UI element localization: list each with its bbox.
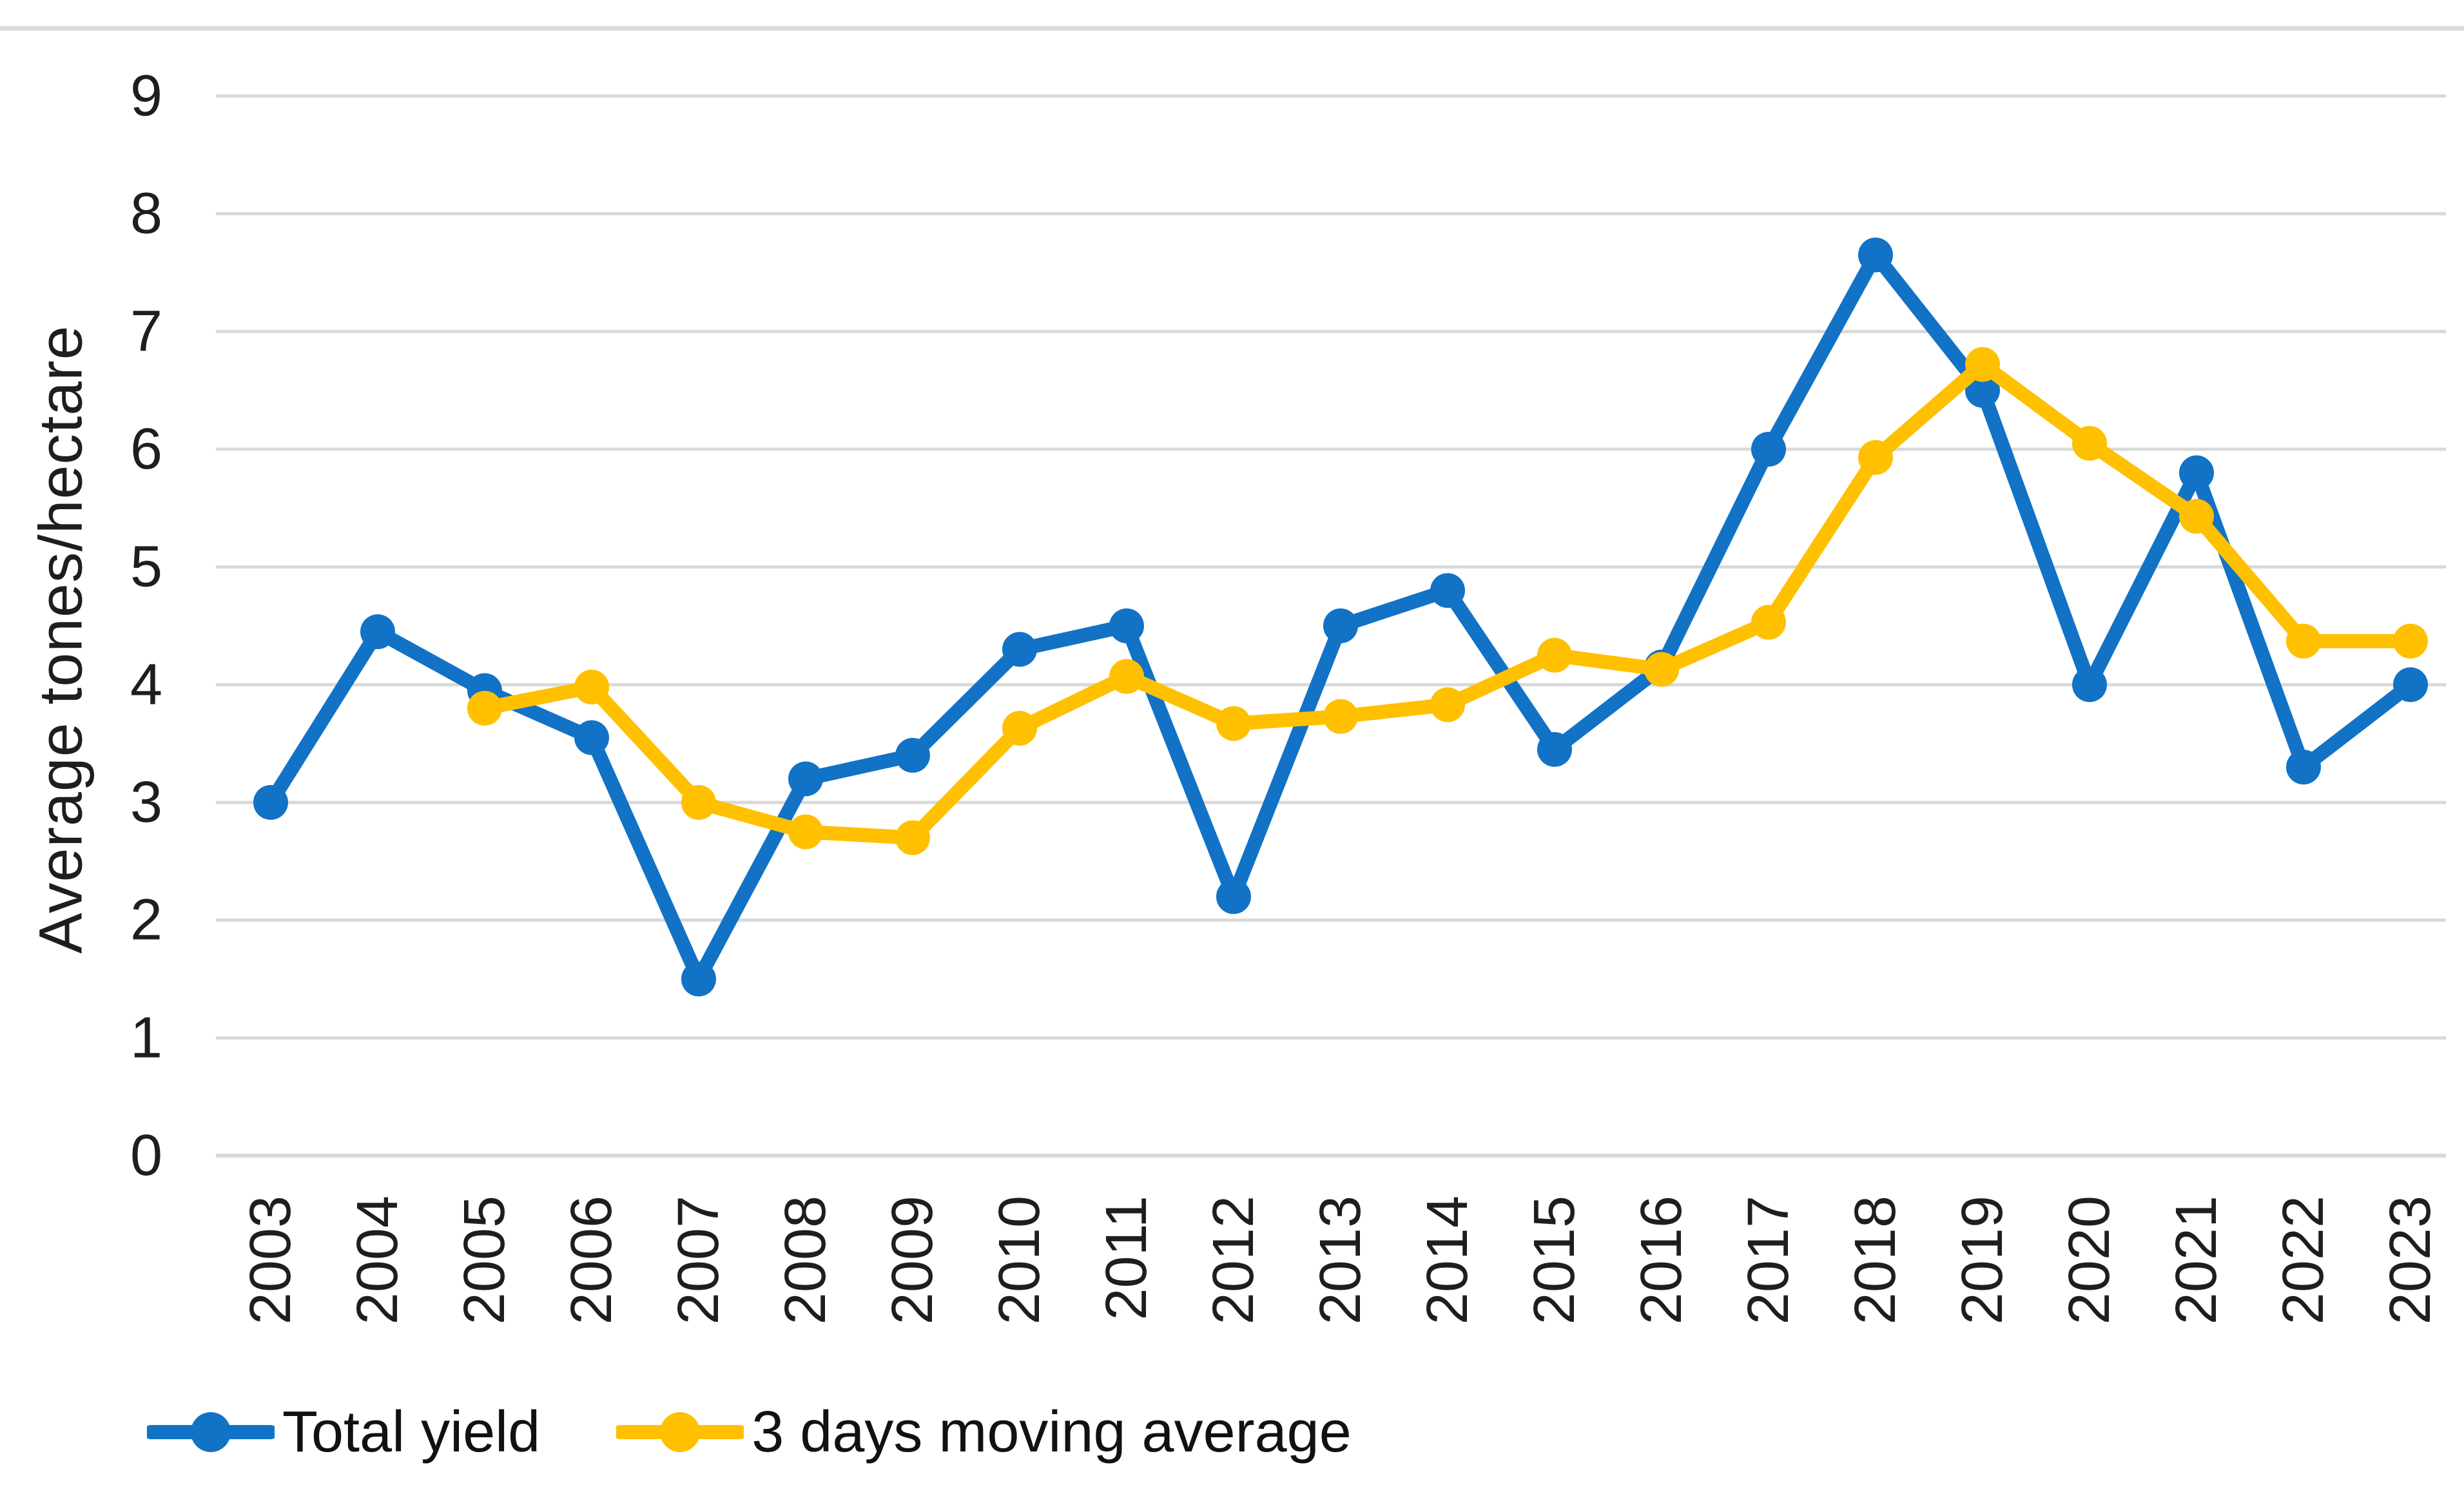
data-point-total-yield [2393, 667, 2428, 703]
data-point-3-days-moving-average [2072, 425, 2107, 461]
y-tick-label: 5 [130, 535, 162, 599]
data-point-total-yield [2286, 750, 2321, 785]
x-tick-label: 2015 [1522, 1196, 1587, 1324]
legend-item-total-yield: Total yield [147, 1391, 540, 1473]
y-tick-label: 6 [130, 417, 162, 481]
data-point-3-days-moving-average [681, 785, 716, 820]
data-point-3-days-moving-average [467, 690, 502, 726]
x-tick-label: 2007 [666, 1196, 731, 1324]
data-point-total-yield [1216, 879, 1251, 915]
data-point-3-days-moving-average [1216, 706, 1251, 741]
data-point-total-yield [360, 614, 395, 650]
data-point-3-days-moving-average [1002, 710, 1037, 746]
x-tick-label: 2012 [1201, 1196, 1266, 1324]
legend-line-marker-icon [147, 1412, 275, 1452]
x-tick-label: 2008 [773, 1196, 838, 1324]
y-tick-label: 7 [130, 299, 162, 364]
legend-item-moving-average: 3 days moving average [616, 1391, 1352, 1473]
y-tick-label: 9 [130, 64, 162, 128]
data-point-3-days-moving-average [1537, 637, 1572, 673]
y-tick-label: 4 [130, 652, 162, 717]
x-tick-label: 2014 [1415, 1196, 1480, 1324]
data-point-total-yield [1430, 573, 1465, 608]
y-tick-label: 2 [130, 888, 162, 953]
data-point-3-days-moving-average [1109, 659, 1144, 694]
x-tick-label: 2022 [2271, 1196, 2336, 1324]
x-tick-label: 2021 [2164, 1196, 2229, 1324]
x-tick-label: 2016 [1629, 1196, 1694, 1324]
y-tick-label: 3 [130, 770, 162, 835]
data-point-total-yield [1109, 608, 1144, 643]
legend: Total yield 3 days moving average [147, 1391, 1352, 1473]
x-tick-label: 2009 [880, 1196, 945, 1324]
data-point-total-yield [2072, 667, 2107, 703]
data-point-3-days-moving-average [1751, 605, 1786, 640]
x-tick-label: 2004 [345, 1196, 410, 1324]
y-tick-label: 8 [130, 182, 162, 246]
data-point-3-days-moving-average [1323, 699, 1358, 734]
data-point-total-yield [681, 962, 716, 996]
data-point-3-days-moving-average [1858, 440, 1893, 475]
y-tick-label: 1 [130, 1005, 162, 1070]
x-tick-label: 2006 [559, 1196, 624, 1324]
legend-label-moving-average: 3 days moving average [752, 1399, 1352, 1464]
x-tick-label: 2010 [987, 1196, 1052, 1324]
data-point-total-yield [1858, 237, 1893, 273]
data-point-total-yield [1002, 632, 1037, 667]
data-point-3-days-moving-average [574, 669, 609, 704]
data-point-total-yield [895, 737, 930, 773]
data-point-total-yield [1537, 732, 1572, 767]
data-point-3-days-moving-average [1644, 652, 1679, 687]
legend-line-marker-icon [616, 1412, 744, 1452]
data-point-total-yield [574, 720, 609, 755]
x-tick-label: 2003 [238, 1196, 303, 1324]
data-point-total-yield [1965, 373, 2000, 408]
data-point-total-yield [1751, 432, 1786, 467]
x-tick-label: 2017 [1736, 1196, 1801, 1324]
x-tick-label: 2005 [452, 1196, 517, 1324]
data-point-total-yield [788, 761, 823, 797]
data-point-3-days-moving-average [895, 820, 930, 855]
x-tick-label: 2018 [1843, 1196, 1908, 1324]
data-point-total-yield [1323, 608, 1358, 643]
x-tick-label: 2023 [2378, 1196, 2443, 1324]
data-point-total-yield [2179, 455, 2214, 490]
data-point-3-days-moving-average [1965, 347, 2000, 382]
data-point-3-days-moving-average [2179, 499, 2214, 534]
x-tick-label: 2020 [2057, 1196, 2122, 1324]
data-point-3-days-moving-average [788, 814, 823, 849]
data-point-total-yield [253, 785, 288, 820]
legend-label-total-yield: Total yield [282, 1399, 541, 1464]
x-tick-label: 2019 [1950, 1196, 2015, 1324]
y-tick-label: 0 [130, 1123, 162, 1188]
data-point-3-days-moving-average [2393, 623, 2428, 659]
data-point-3-days-moving-average [2286, 623, 2321, 659]
x-tick-label: 2013 [1308, 1196, 1373, 1324]
data-point-3-days-moving-average [1430, 687, 1465, 723]
x-tick-label: 2011 [1094, 1196, 1159, 1321]
